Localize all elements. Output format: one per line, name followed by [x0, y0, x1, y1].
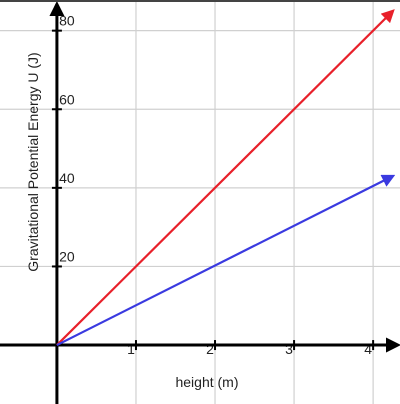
y-tick-label: 40 [59, 170, 75, 186]
x-tick-label: 2 [206, 341, 214, 357]
x-tick-label: 4 [364, 341, 372, 357]
y-axis-label: Gravitational Potential Energy U (J) [25, 52, 41, 271]
x-tick-label: 3 [285, 341, 293, 357]
y-tick-label: 60 [59, 91, 75, 107]
x-axis-label: height (m) [175, 374, 238, 390]
y-tick-label: 80 [59, 13, 75, 29]
plot-area [56, 9, 396, 347]
line-series [56, 9, 395, 346]
line-series [56, 174, 396, 347]
y-tick-label: 20 [59, 248, 75, 264]
x-tick-label: 1 [127, 341, 135, 357]
